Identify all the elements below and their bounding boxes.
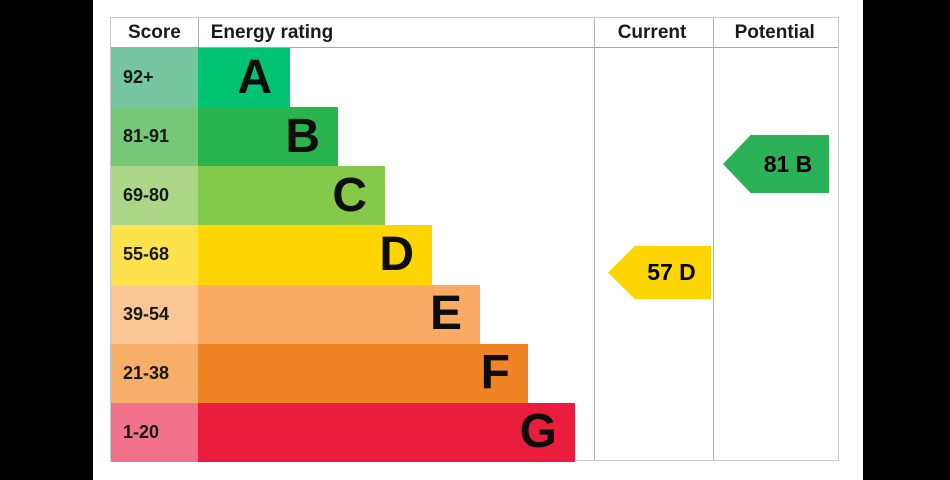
band-row-b: 81-91 B: [111, 107, 838, 167]
header-column-divider: [198, 18, 199, 47]
band-row-f: 21-38 F: [111, 343, 838, 403]
score-range-a: 92+: [111, 48, 198, 108]
table-header-row: Score Energy rating Current Potential: [111, 18, 838, 47]
rating-bar-d: D: [198, 225, 432, 285]
score-range-c: 69-80: [111, 166, 198, 226]
band-row-c: 69-80 C: [111, 166, 838, 226]
energy-rating-table: Score Energy rating Current Potential 92…: [110, 17, 839, 462]
column-divider-current: [594, 18, 595, 460]
score-range-e: 39-54: [111, 284, 198, 344]
header-underline: [111, 47, 838, 48]
rating-bar-a: A: [198, 48, 290, 108]
epc-chart-panel: Score Energy rating Current Potential 92…: [93, 0, 863, 480]
column-divider-potential: [713, 18, 714, 460]
rating-bar-b: B: [198, 107, 338, 167]
header-energy-rating: Energy rating: [210, 21, 334, 43]
header-score: Score: [127, 21, 181, 43]
band-row-g: 1-20 G: [111, 402, 838, 462]
rating-bar-c: C: [198, 166, 385, 226]
header-current: Current: [617, 21, 687, 43]
score-range-f: 21-38: [111, 343, 198, 403]
band-row-e: 39-54 E: [111, 284, 838, 344]
band-rows: 92+ A 81-91 B 69-80 C 55-68 D 39-54 E 21…: [111, 48, 838, 462]
score-range-b: 81-91: [111, 107, 198, 167]
rating-bar-g: G: [198, 402, 575, 462]
band-row-a: 92+ A: [111, 48, 838, 108]
header-potential: Potential: [734, 21, 815, 43]
band-row-d: 55-68 D: [111, 225, 838, 285]
rating-bar-e: E: [198, 284, 480, 344]
score-range-g: 1-20: [111, 402, 198, 462]
rating-bar-f: F: [198, 343, 528, 403]
score-range-d: 55-68: [111, 225, 198, 285]
